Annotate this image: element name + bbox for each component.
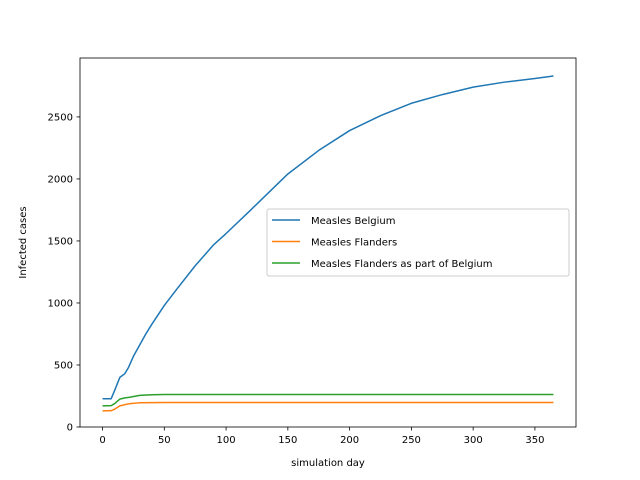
legend-label: Measles Flanders as part of Belgium [311, 259, 492, 270]
x-tick-label: 350 [525, 435, 544, 446]
x-tick-label: 150 [278, 435, 297, 446]
x-tick-label: 50 [158, 435, 171, 446]
legend-label: Measles Flanders [311, 238, 397, 249]
series-line-3 [102, 393, 554, 407]
y-tick-label: 2000 [48, 174, 73, 185]
y-tick-label: 1500 [48, 236, 73, 247]
plot-frame [79, 57, 577, 428]
x-tick-label: 100 [217, 435, 236, 446]
legend: Measles Belgium Measles Flanders Measles F… [266, 208, 570, 277]
y-tick-label: 500 [54, 360, 73, 371]
series-line-1 [102, 75, 554, 400]
x-axis-title: simulation day [291, 458, 365, 469]
x-tick-label: 0 [99, 435, 105, 446]
y-tick-label: 2500 [48, 112, 73, 123]
series-layer [102, 75, 554, 412]
x-tick-label: 300 [464, 435, 483, 446]
x-tick-label: 200 [340, 435, 359, 446]
y-axis: 0 500 1000 1500 2000 2500 [48, 112, 80, 434]
x-tick-label: 250 [402, 435, 421, 446]
y-tick-label: 1000 [48, 298, 73, 309]
legend-label: Measles Belgium [311, 216, 395, 227]
legend-box [266, 208, 570, 277]
y-axis-title: Infected cases [18, 206, 29, 278]
series-line-2 [102, 401, 554, 412]
y-tick-label: 0 [67, 423, 73, 434]
x-axis: 0 50 100 150 200 250 300 350 [99, 427, 544, 446]
